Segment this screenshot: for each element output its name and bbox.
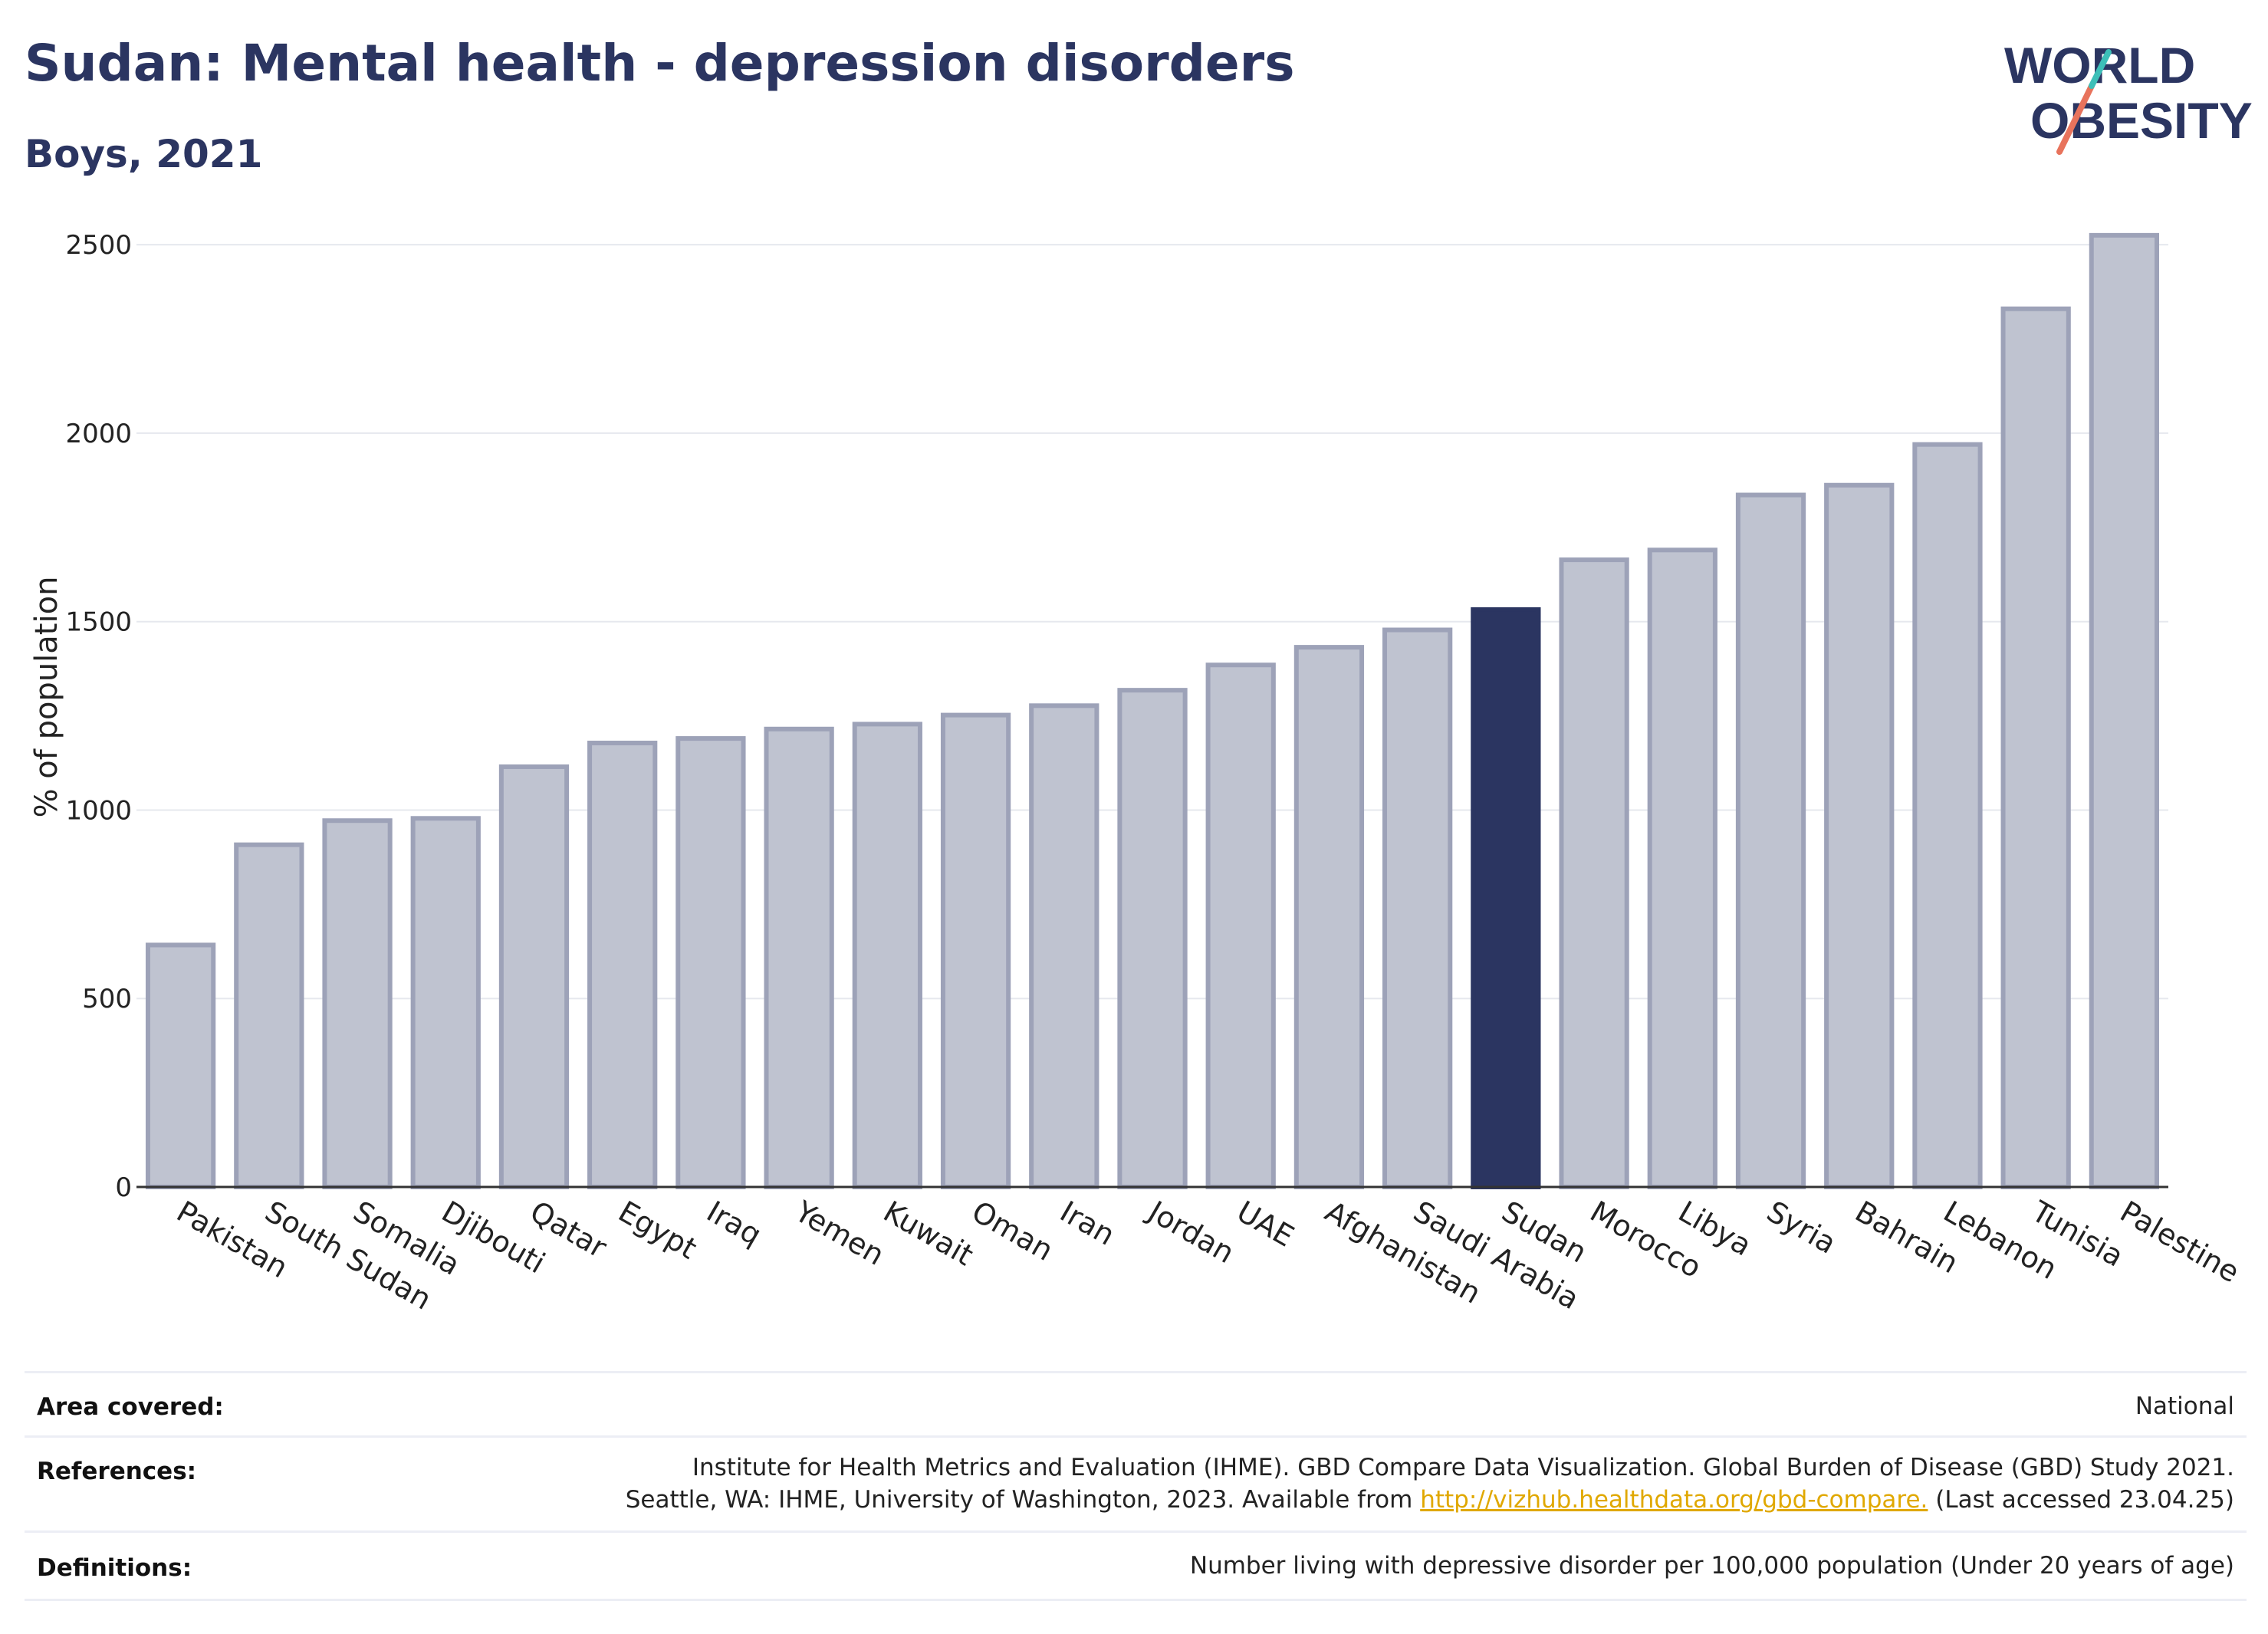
y-tick-label: 1500 — [65, 607, 132, 638]
x-tick-label: Iraq — [701, 1195, 767, 1252]
x-tick-label: Oman — [966, 1195, 1059, 1267]
bar-south-sudan — [234, 842, 304, 1190]
bars — [145, 232, 2160, 1190]
bar-egypt — [587, 740, 658, 1189]
x-tick-label: UAE — [1231, 1195, 1300, 1254]
bar-oman — [940, 712, 1011, 1189]
definitions-label: Definitions: — [37, 1554, 192, 1582]
page-subtitle: Boys, 2021 — [25, 132, 263, 176]
x-tick-label: Egypt — [613, 1195, 702, 1266]
bar-sudan — [1471, 607, 1541, 1189]
x-tick-label: Jordan — [1142, 1194, 1240, 1271]
references-line-1: Institute for Health Metrics and Evaluat… — [692, 1454, 2234, 1481]
bar-yemen — [764, 726, 834, 1189]
bar-kuwait — [852, 722, 922, 1189]
y-tick-label: 1000 — [65, 795, 132, 826]
y-tick-label: 2000 — [65, 419, 132, 449]
y-axis-ticks: 0 500 1000 1500 2000 2500 — [65, 230, 132, 1203]
x-tick-label: Kuwait — [878, 1195, 979, 1273]
bar-somalia — [322, 818, 393, 1189]
bar-morocco — [1559, 557, 1629, 1189]
references-label: References: — [37, 1458, 197, 1485]
bar-libya — [1647, 547, 1717, 1189]
y-tick-label: 500 — [82, 984, 132, 1014]
bar-jordan — [1117, 688, 1188, 1189]
bar-djibouti — [410, 816, 481, 1189]
y-axis-title: % of population — [29, 577, 64, 818]
x-tick-label: Syria — [1761, 1195, 1842, 1261]
bar-iraq — [675, 736, 746, 1189]
area-covered-label: Area covered: — [37, 1393, 224, 1421]
bar-uae — [1205, 662, 1276, 1189]
x-tick-label: Iran — [1054, 1195, 1120, 1252]
y-tick-label: 2500 — [65, 230, 132, 261]
info-row-definitions: Definitions: Number living with depressi… — [25, 1530, 2247, 1601]
bar-tunisia — [2000, 306, 2071, 1190]
bar-lebanon — [1912, 442, 1983, 1189]
bar-iran — [1029, 703, 1099, 1189]
x-tick-label: Yemen — [789, 1194, 890, 1272]
references-line-2: Seattle, WA: IHME, University of Washing… — [626, 1484, 2234, 1516]
area-covered-value: National — [2135, 1392, 2234, 1420]
info-table: Area covered: National References: Insti… — [25, 1371, 2247, 1601]
references-line-2-end: (Last accessed 23.04.25) — [1928, 1486, 2234, 1514]
bar-bahrain — [1824, 482, 1895, 1189]
references-line-2-start: Seattle, WA: IHME, University of Washing… — [625, 1486, 1421, 1514]
bar-syria — [1735, 492, 1806, 1189]
info-row-area: Area covered: National — [25, 1371, 2247, 1438]
bar-afghanistan — [1293, 645, 1365, 1189]
x-tick-label: Palestine — [2115, 1195, 2245, 1290]
bar-pakistan — [145, 942, 216, 1189]
definitions-value: Number living with depressive disorder p… — [1189, 1552, 2234, 1580]
bar-qatar — [498, 764, 570, 1189]
page-title: Sudan: Mental health - depression disord… — [25, 34, 1295, 93]
info-row-references: References: Institute for Health Metrics… — [25, 1435, 2247, 1533]
bar-saudi-arabia — [1382, 627, 1453, 1189]
world-obesity-logo: WORLD OBESITY — [2004, 37, 2253, 155]
bar-palestine — [2089, 232, 2160, 1190]
references-value: Institute for Health Metrics and Evaluat… — [626, 1452, 2234, 1516]
references-link[interactable]: http://vizhub.healthdata.org/gbd-compare… — [1420, 1486, 1928, 1514]
y-tick-label: 0 — [115, 1172, 132, 1203]
